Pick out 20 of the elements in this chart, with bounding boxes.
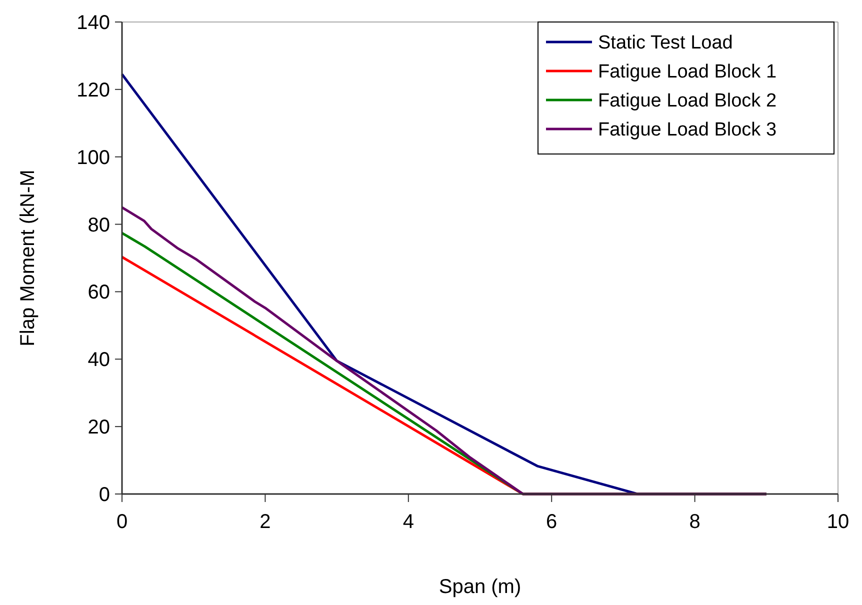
legend-label: Static Test Load (598, 32, 733, 54)
x-tick-label: 6 (546, 511, 558, 533)
x-tick-label: 4 (402, 511, 414, 533)
y-tick-label: 20 (88, 416, 110, 439)
legend-label: Fatigue Load Block 3 (598, 120, 777, 141)
legend-label: Fatigue Load Block 2 (598, 90, 777, 112)
x-tick-label: 2 (260, 511, 271, 533)
x-tick-label: 10 (826, 511, 850, 533)
y-tick-label: 0 (98, 484, 110, 506)
x-tick-label: 0 (116, 511, 128, 533)
y-tick-label: 140 (76, 12, 110, 34)
legend-label: Fatigue Load Block 1 (598, 62, 777, 83)
y-tick-label: 100 (76, 146, 110, 169)
y-tick-label: 40 (88, 349, 110, 372)
x-tick-label: 8 (689, 511, 700, 533)
y-tick-label: 60 (88, 282, 110, 304)
y-axis-title: Flap Moment (kN-M (17, 170, 39, 346)
x-axis-title: Span (m) (438, 576, 522, 598)
y-tick-label: 80 (88, 214, 110, 236)
y-tick-label: 120 (76, 79, 110, 102)
